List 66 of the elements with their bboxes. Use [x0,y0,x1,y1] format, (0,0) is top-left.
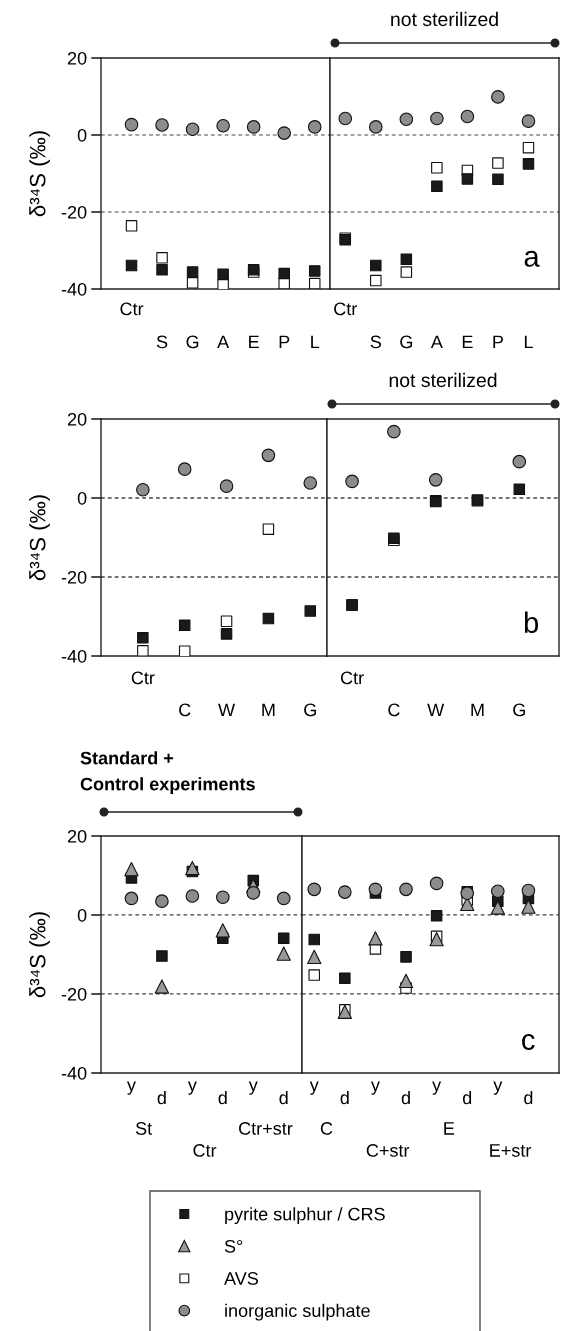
y-tick-label: -40 [61,649,87,663]
text: C+str [366,1144,410,1157]
x-tick-label: L [524,335,533,349]
y-tick-label: -40 [61,282,87,296]
y-tick-label: 20 [67,412,87,426]
text: c [522,1034,535,1051]
y-tick-label: 0 [77,908,87,922]
x-tick-label: y [493,1081,503,1095]
y-axis-title: δ³⁴S (‰) [29,131,50,217]
y-tick-label: 0 [77,491,87,505]
y-axis-title: δ³⁴S (‰) [29,912,50,998]
x-tick-label: G [186,335,199,349]
x-tick-label: S [370,335,381,349]
y-tick-label: 20 [67,829,87,843]
x-tick-label: G [304,703,316,717]
x-tick-label: E [462,335,473,349]
text: Ctr [193,1144,217,1157]
x-tick-label: W [427,703,445,717]
x-tick-label: y [432,1081,442,1095]
x-tick-label: G [513,703,525,717]
x-tick-label: C [388,703,400,717]
x-tick-label: d [157,1091,166,1105]
legend-label: pyrite sulphur / CRS [225,1207,385,1225]
x-tick-label: d [218,1091,227,1105]
y-axis-title: δ³⁴S (‰) [29,495,50,581]
x-tick-label: y [370,1081,380,1095]
x-tick-label: P [279,335,290,349]
x-tick-label: y [309,1081,319,1095]
x-tick-label: y [187,1081,197,1095]
x-tick-label: d [462,1091,472,1105]
x-tick-label: d [524,1091,533,1105]
text: E [444,1122,455,1135]
legend-label: AVS [224,1272,258,1285]
text: St [135,1122,153,1135]
x-tick-label: W [218,703,236,717]
chart-title: Standard + Control experiments [80,751,255,794]
x-tick-label: A [430,335,443,349]
y-tick-label: -20 [61,205,87,219]
text: E+str [490,1144,532,1157]
x-tick-label: d [401,1091,410,1105]
x-tick-label: d [279,1091,288,1105]
x-tick-label: y [126,1081,136,1095]
text: C [320,1122,333,1135]
x-tick-label: M [262,703,275,717]
y-tick-label: 20 [67,51,87,65]
text: Ctr+str [239,1122,293,1135]
y-tick-label: -20 [61,987,87,1001]
y-tick-label: -20 [61,570,87,584]
text: b [524,611,539,634]
x-tick-label: P [493,335,503,349]
legend-label: S° [224,1239,243,1253]
chart-title: not sterilized [391,11,498,27]
x-tick-label: C [179,703,191,717]
x-tick-label: L [311,335,320,349]
x-tick-label: A [217,335,230,349]
x-tick-label: y [248,1081,258,1095]
legend-label: inorganic sulphate [225,1303,370,1321]
chart-title: not sterilized [389,372,497,388]
y-tick-label: -40 [61,1066,87,1080]
x-tick-label: M [471,703,484,717]
y-tick-label: 0 [77,128,87,142]
x-tick-label: G [400,335,413,349]
x-tick-label: E [249,335,259,349]
text: a [524,250,540,267]
x-tick-label: S [156,335,168,349]
x-tick-label: d [340,1091,349,1105]
